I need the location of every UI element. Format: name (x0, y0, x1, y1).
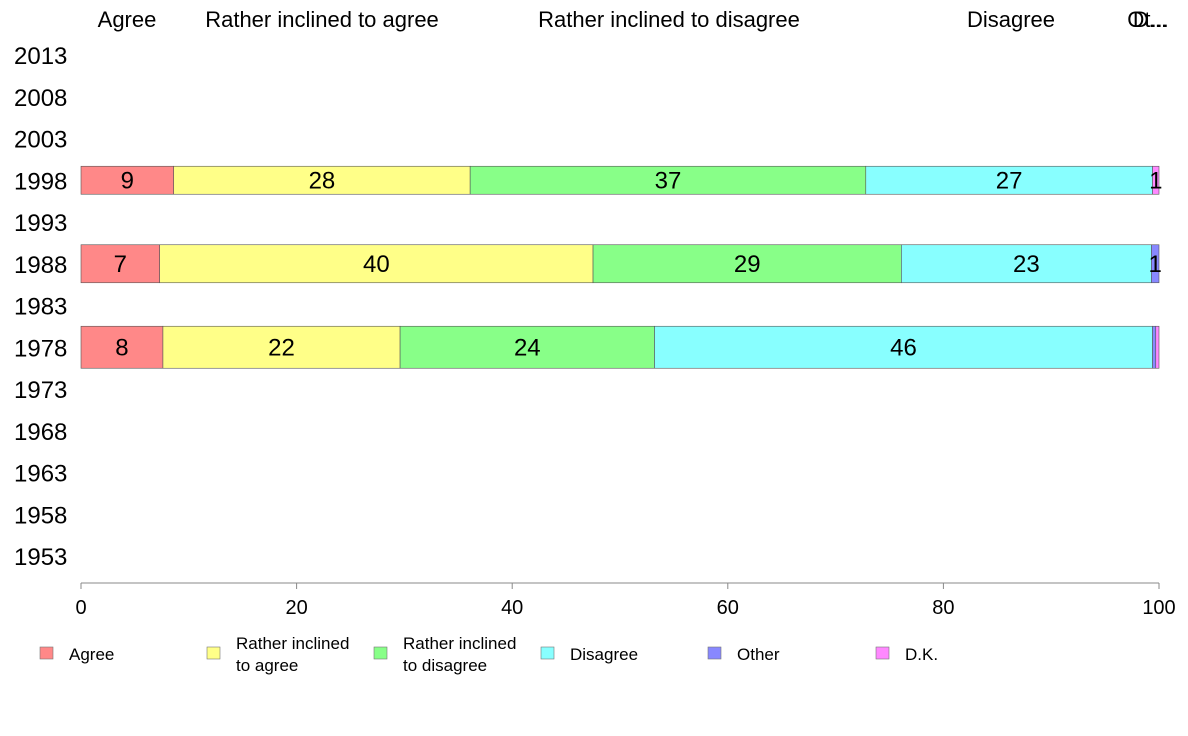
legend-label-1-b: to agree (236, 656, 298, 675)
value-label-1978-3: 46 (890, 334, 917, 361)
bar-segment-1988-2 (592, 244, 902, 284)
bar-segment-1978-4 (1152, 325, 1157, 369)
bar-segment-1978-5 (1155, 325, 1160, 369)
legend-label-3: Disagree (570, 645, 638, 664)
value-label-1998-5: 1 (1149, 167, 1162, 194)
top-label-2: Rather inclined to disagree (538, 7, 800, 32)
bar-segment-1998-1 (173, 165, 471, 195)
bar-segment-1988-1 (159, 244, 594, 284)
legend-swatch-4 (707, 646, 722, 660)
year-label-1993: 1993 (14, 210, 67, 237)
bar-segment-1998-2 (469, 165, 867, 195)
value-label-1988-2: 29 (734, 251, 761, 278)
legend-label-2-a: Rather inclined (403, 634, 516, 653)
value-label-1998-0: 9 (121, 167, 134, 194)
value-label-1998-1: 28 (309, 167, 336, 194)
value-label-1998-2: 37 (655, 167, 682, 194)
top-label-3: Disagree (967, 7, 1055, 32)
year-label-2003: 2003 (14, 127, 67, 154)
year-label-2008: 2008 (14, 85, 67, 112)
legend-swatch-0 (39, 646, 54, 660)
x-tick-label-80: 80 (932, 597, 954, 619)
bar-segment-1988-4 (1151, 244, 1160, 284)
value-label-1988-4: 1 (1149, 251, 1162, 278)
year-label-1973: 1973 (14, 377, 67, 404)
legend-label-1-a: Rather inclined (236, 634, 349, 653)
year-label-1953: 1953 (14, 544, 67, 571)
x-tick-label-60: 60 (717, 597, 739, 619)
top-label-0: Agree (98, 7, 157, 32)
year-label-1958: 1958 (14, 502, 67, 529)
value-label-1998-3: 27 (996, 167, 1023, 194)
bar-segment-1988-0 (80, 244, 160, 284)
year-label-1968: 1968 (14, 419, 67, 446)
legend-label-5: D.K. (905, 645, 938, 664)
value-label-1988-3: 23 (1013, 251, 1040, 278)
legend-swatch-1 (206, 646, 221, 660)
legend-label-0: Agree (69, 645, 114, 664)
year-label-1963: 1963 (14, 461, 67, 488)
bar-segment-1978-2 (399, 325, 655, 369)
top-label-1: Rather inclined to agree (205, 7, 439, 32)
top-label-4: Ot... (1127, 7, 1169, 32)
year-label-1978: 1978 (14, 335, 67, 362)
bar-segment-1978-3 (654, 325, 1153, 369)
year-label-1983: 1983 (14, 294, 67, 321)
x-tick-label-40: 40 (501, 597, 523, 619)
legend-swatch-2 (373, 646, 388, 660)
top-label-5: D... (1133, 7, 1167, 32)
year-label-2013: 2013 (14, 43, 67, 70)
x-tick-label-100: 100 (1142, 597, 1175, 619)
value-label-1988-0: 7 (114, 251, 127, 278)
x-tick-label-20: 20 (285, 597, 307, 619)
bar-segment-1988-3 (901, 244, 1152, 284)
legend-label-2-b: to disagree (403, 656, 487, 675)
bar-segment-1998-5 (1152, 165, 1160, 195)
bar-segment-1978-0 (80, 325, 164, 369)
legend-swatch-5 (875, 646, 890, 660)
value-label-1988-1: 40 (363, 251, 390, 278)
x-tick-label-0: 0 (75, 597, 86, 619)
year-label-1988: 1988 (14, 252, 67, 279)
bar-segment-1998-0 (80, 165, 175, 195)
bar-segment-1978-1 (162, 325, 401, 369)
value-label-1978-2: 24 (514, 334, 541, 361)
value-label-1978-1: 22 (268, 334, 295, 361)
legend-swatch-3 (540, 646, 555, 660)
year-label-1998: 1998 (14, 168, 67, 195)
value-label-1978-0: 8 (115, 334, 128, 361)
legend-label-4: Other (737, 645, 780, 664)
bar-segment-1998-3 (865, 165, 1153, 195)
